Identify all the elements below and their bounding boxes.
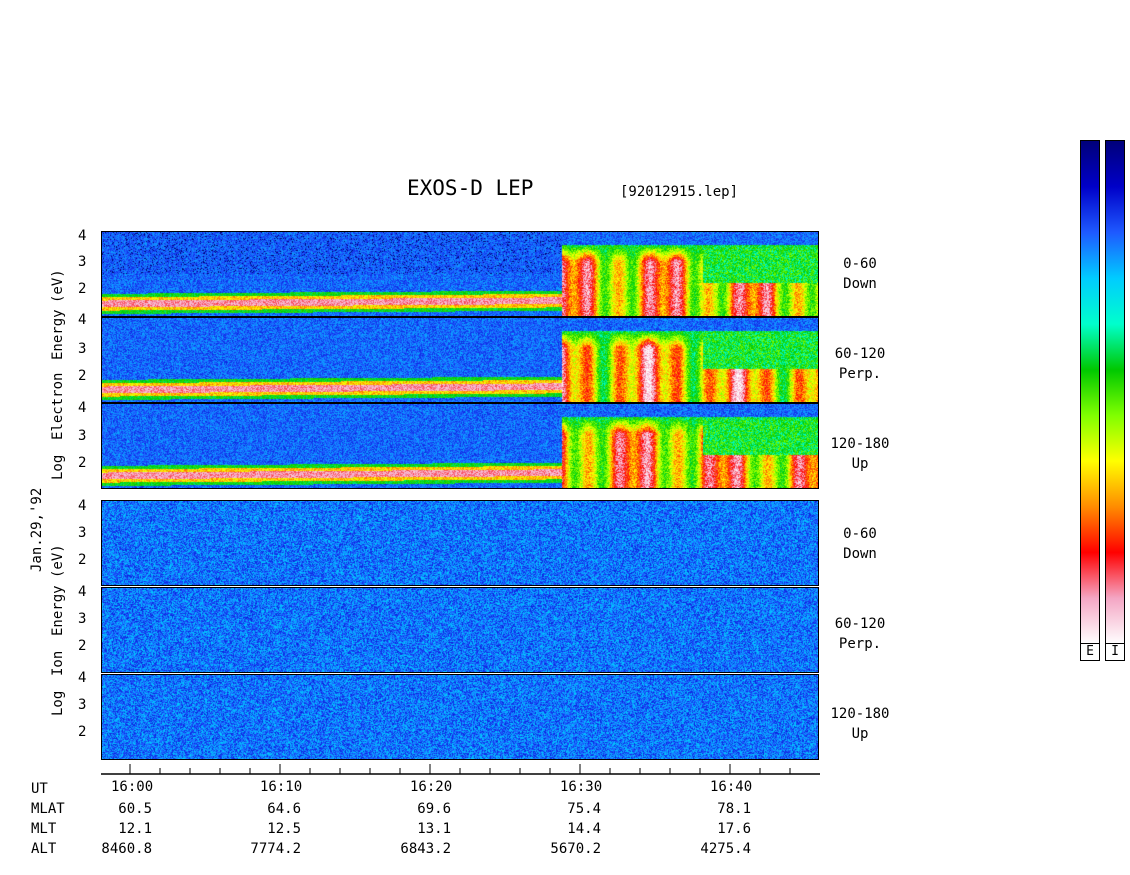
electron-panel-down [101, 231, 819, 317]
ytick-i2-2: 2 [78, 638, 87, 654]
colorbar-label-i: I [1105, 643, 1125, 661]
row-ut: UT [31, 781, 48, 797]
ytick-e1-2: 2 [78, 281, 87, 297]
ytick-e1-4: 4 [78, 228, 87, 244]
chart-title: EXOS-D LEP [407, 176, 534, 200]
xtick-1610: 16:10 [260, 779, 303, 795]
ion-spectrogram-perp [102, 588, 818, 672]
row-mlat: MLAT [31, 801, 65, 817]
mlt-4: 17.6 [717, 821, 751, 837]
mlt-1: 12.5 [267, 821, 301, 837]
pitch-label-i2: 60-120 Perp. [834, 616, 886, 652]
alt-0: 8460.8 [101, 841, 152, 857]
ytick-i3-4: 4 [78, 670, 87, 686]
pitch-label-i3: 120-180 Up [830, 706, 890, 742]
row-alt: ALT [31, 841, 57, 857]
xtick-1600: 16:00 [111, 779, 154, 795]
alt-1: 7774.2 [250, 841, 301, 857]
electron-panel-perp [101, 317, 819, 403]
alt-2: 6843.2 [400, 841, 451, 857]
ytick-i1-2: 2 [78, 552, 87, 568]
alt-4: 4275.4 [700, 841, 751, 857]
ion-panel-up [101, 674, 819, 760]
ytick-i3-3: 3 [78, 697, 87, 713]
ion-spectrogram-up [102, 675, 818, 759]
pitch-label-e1: 0-60 Down [843, 256, 877, 292]
pitch-label-e2: 60-120 Perp. [834, 346, 886, 382]
ytick-i3-2: 2 [78, 724, 87, 740]
mlt-2: 13.1 [417, 821, 451, 837]
ytick-e2-4: 4 [78, 312, 87, 328]
ytick-e1-3: 3 [78, 254, 87, 270]
row-mlt: MLT [31, 821, 57, 837]
pitch-label-e3: 120-180 Up [830, 436, 890, 472]
ytick-i1-4: 4 [78, 498, 87, 514]
xtick-1620: 16:20 [410, 779, 453, 795]
mlat-0: 60.5 [118, 801, 152, 817]
file-label: [92012915.lep] [620, 184, 739, 200]
ytick-e2-3: 3 [78, 341, 87, 357]
electron-spectrogram-perp [102, 318, 818, 402]
mlat-2: 69.6 [417, 801, 451, 817]
ytick-i1-3: 3 [78, 525, 87, 541]
mlat-1: 64.6 [267, 801, 301, 817]
mlt-3: 14.4 [567, 821, 601, 837]
ytick-i2-3: 3 [78, 611, 87, 627]
ion-colorbar [1105, 140, 1125, 645]
electron-panel-up [101, 403, 819, 489]
ion-panel-down [101, 500, 819, 586]
ytick-e3-2: 2 [78, 455, 87, 471]
electron-colorbar [1080, 140, 1100, 645]
ytick-e3-3: 3 [78, 428, 87, 444]
xtick-1640: 16:40 [710, 779, 753, 795]
ion-panel-perp [101, 587, 819, 673]
mlt-0: 12.1 [118, 821, 152, 837]
ion-spectrogram-down [102, 501, 818, 585]
electron-spectrogram-up [102, 404, 818, 488]
alt-3: 5670.2 [550, 841, 601, 857]
xtick-1630: 16:30 [560, 779, 603, 795]
ytick-e3-4: 4 [78, 400, 87, 416]
colorbar-label-e: E [1080, 643, 1100, 661]
mlat-3: 75.4 [567, 801, 601, 817]
pitch-label-i1: 0-60 Down [843, 526, 877, 562]
ytick-i2-4: 4 [78, 584, 87, 600]
electron-spectrogram-down [102, 232, 818, 316]
ytick-e2-2: 2 [78, 368, 87, 384]
mlat-4: 78.1 [717, 801, 751, 817]
